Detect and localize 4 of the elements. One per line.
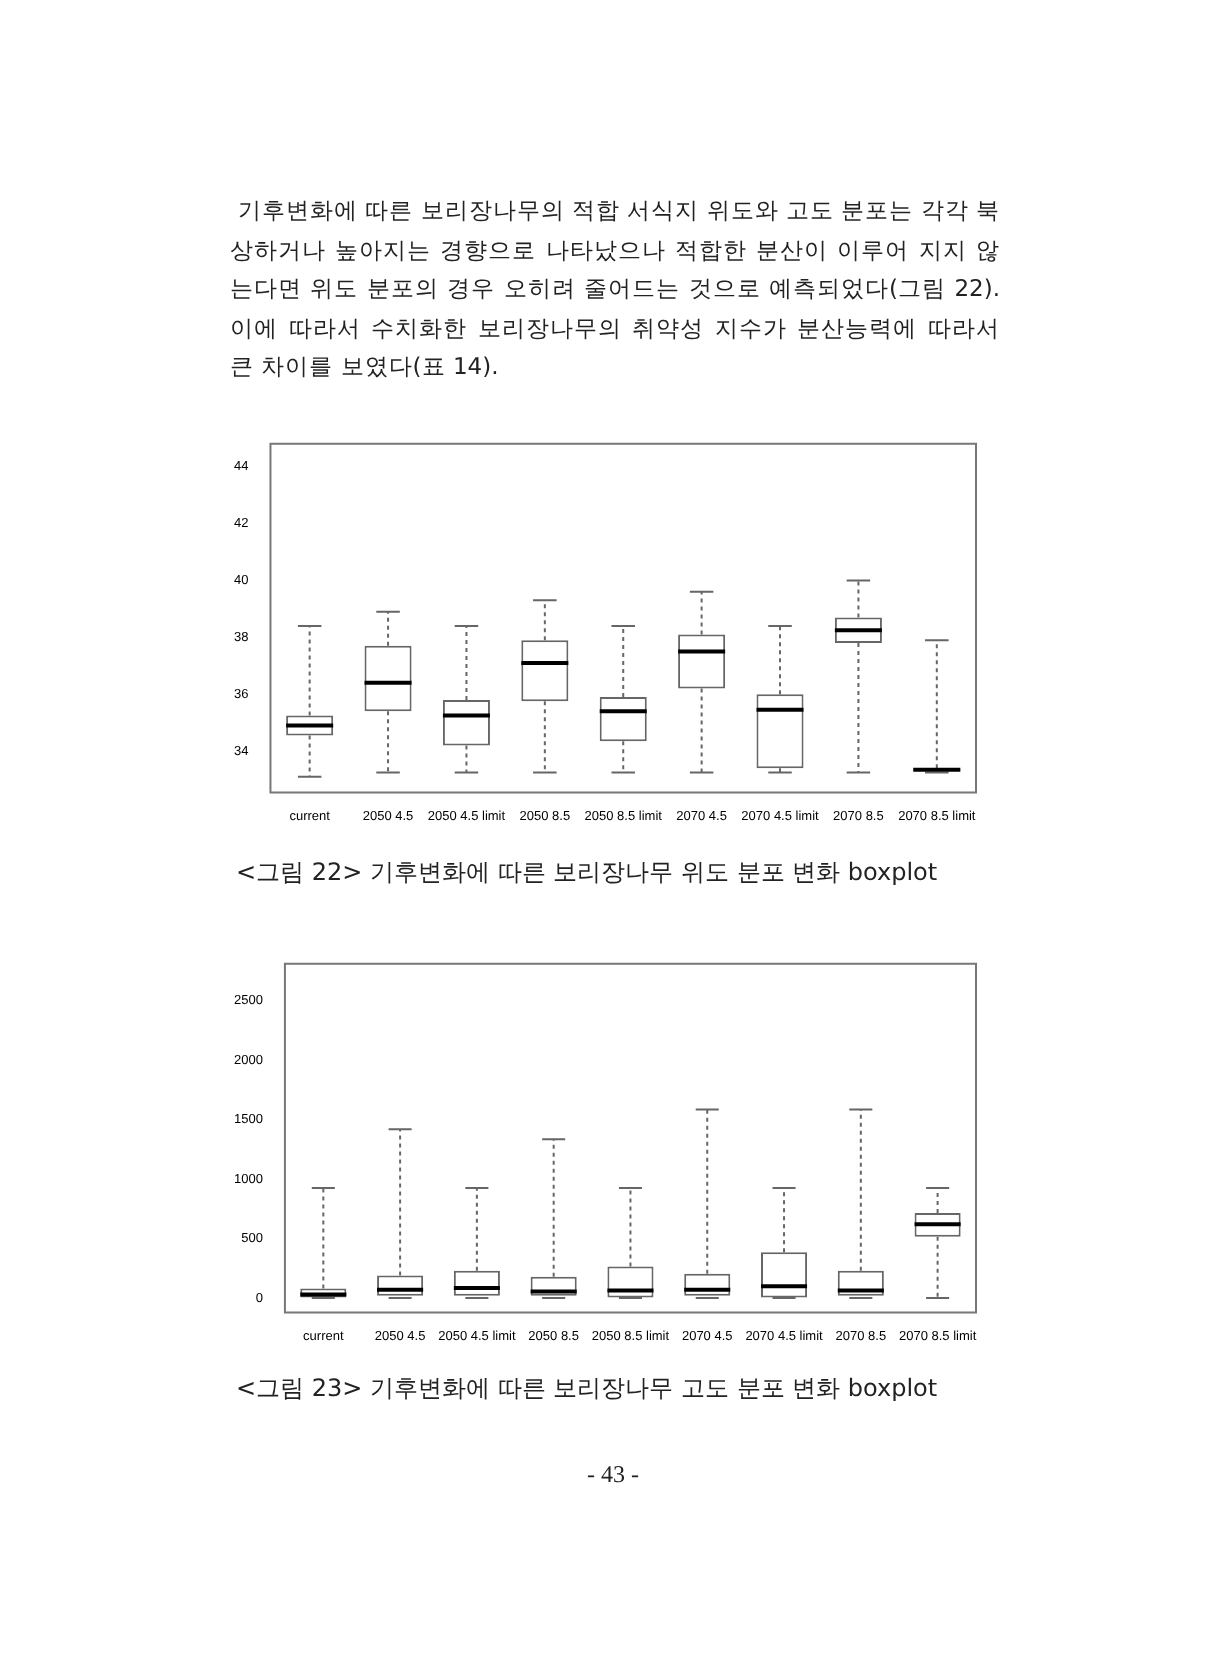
text: <그림 23> 기후변화에 따른 보리장나무 고도 분포 변화 boxplot — [236, 1372, 938, 1406]
text: 기후변화에 따른 보리장나무의 적합 서식지 위도와 고도 분포는 각각 북상하거나 높아지는 경향으로 나타났으나 적합한 분산이 이루어 지지 않는다면 위도 분포의 경우 오히려 줄어드는 것으로 예측되었다(그림 22). 이에 따라서 수치화한 보리장나무의 취약성 지수가 분산능력에 따라서 큰 차이를 보였다(표 14). — [230, 194, 1000, 384]
text: - 43 - — [585, 1460, 641, 1490]
text: <그림 22> 기후변화에 따른 보리장나무 위도 분포 변화 boxplot — [236, 856, 938, 890]
